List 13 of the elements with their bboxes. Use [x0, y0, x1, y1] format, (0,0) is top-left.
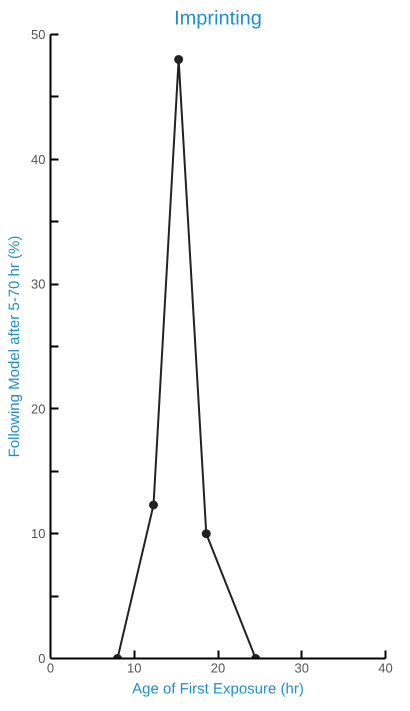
- y-tick-label: 30: [31, 276, 46, 292]
- y-axis-title: Following Model after 5-70 hr (%): [6, 236, 24, 458]
- y-tick-label: 10: [31, 526, 46, 542]
- chart-title: Imprinting: [174, 8, 262, 30]
- y-tick-label: 40: [31, 152, 46, 167]
- y-tick-label: 0: [38, 651, 46, 666]
- y-tick-label: 50: [31, 27, 46, 42]
- x-axis-title: Age of First Exposure (hr): [132, 680, 304, 698]
- x-tick-label: 40: [378, 660, 393, 676]
- x-tick-label: 10: [127, 660, 142, 676]
- x-tick-label: 20: [210, 660, 226, 676]
- x-tick-label: 30: [294, 660, 309, 676]
- y-tick-label: 20: [31, 401, 46, 416]
